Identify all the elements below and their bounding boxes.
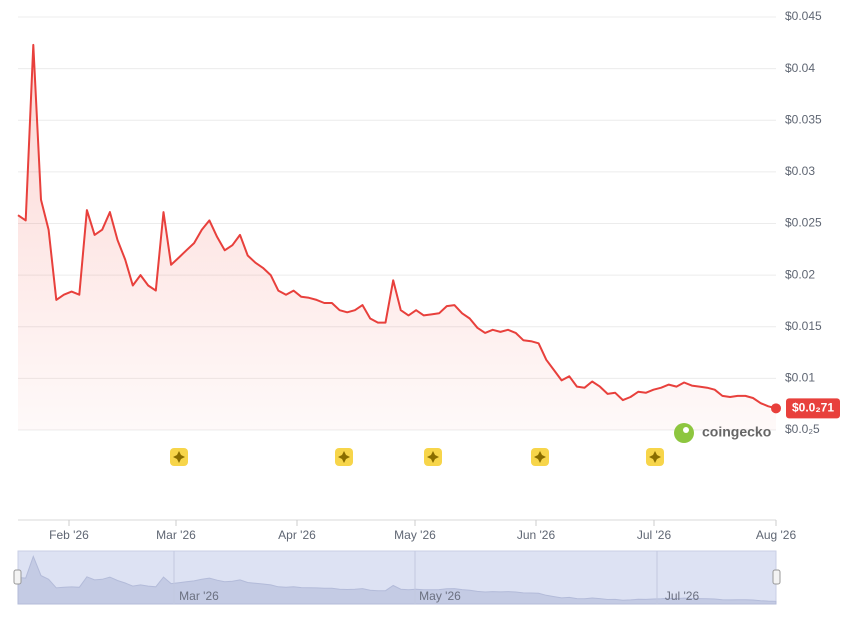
logo-eye — [683, 427, 689, 433]
navigator-area — [17, 554, 777, 605]
last-label-box — [786, 398, 840, 419]
y-tick-label: $0.01 — [785, 371, 815, 385]
navigator-label: Mar '26 — [179, 589, 219, 603]
star-icon — [173, 451, 185, 463]
watermark: coingecko — [702, 424, 771, 440]
plot — [17, 43, 781, 431]
last-label: $0.0₂71 — [792, 400, 834, 414]
last-point — [771, 403, 781, 414]
y-tick-label: $0.03 — [785, 164, 815, 178]
navigator-handle[interactable] — [13, 569, 22, 585]
x-tick-label: Apr '26 — [278, 528, 316, 542]
x-tick-label: Jun '26 — [517, 528, 556, 542]
y-tick-label: $0.015 — [785, 319, 822, 333]
x-tick-label: Aug '26 — [756, 528, 797, 542]
navigator-label: Jul '26 — [665, 589, 700, 603]
event-markers — [170, 448, 664, 466]
x-tick-label: Feb '26 — [49, 528, 89, 542]
y-tick-label: $0.045 — [785, 9, 822, 23]
area — [18, 44, 776, 431]
x-tick-label: Mar '26 — [156, 528, 196, 542]
navigator-series: Mar '26 May '26 Jul '26 — [17, 551, 777, 605]
event-stars — [173, 451, 661, 463]
y-tick-label: $0.04 — [785, 61, 815, 75]
x-tick-label: Jul '26 — [637, 528, 672, 542]
y-tick-label: $0.025 — [785, 216, 822, 230]
price-line — [17, 43, 777, 410]
x-tick-label: May '26 — [394, 528, 436, 542]
star-icon — [427, 451, 439, 463]
star-icon — [534, 451, 546, 463]
navigator-label: May '26 — [419, 589, 461, 603]
logo-icon — [674, 423, 694, 443]
y-tick-label: $0.035 — [785, 112, 822, 126]
navigator-handle[interactable] — [772, 569, 781, 585]
y-tick-label: $0.0₂5 — [785, 422, 820, 436]
y-tick-label: $0.02 — [785, 267, 815, 281]
star-icon — [338, 451, 350, 463]
star-icon — [649, 451, 661, 463]
